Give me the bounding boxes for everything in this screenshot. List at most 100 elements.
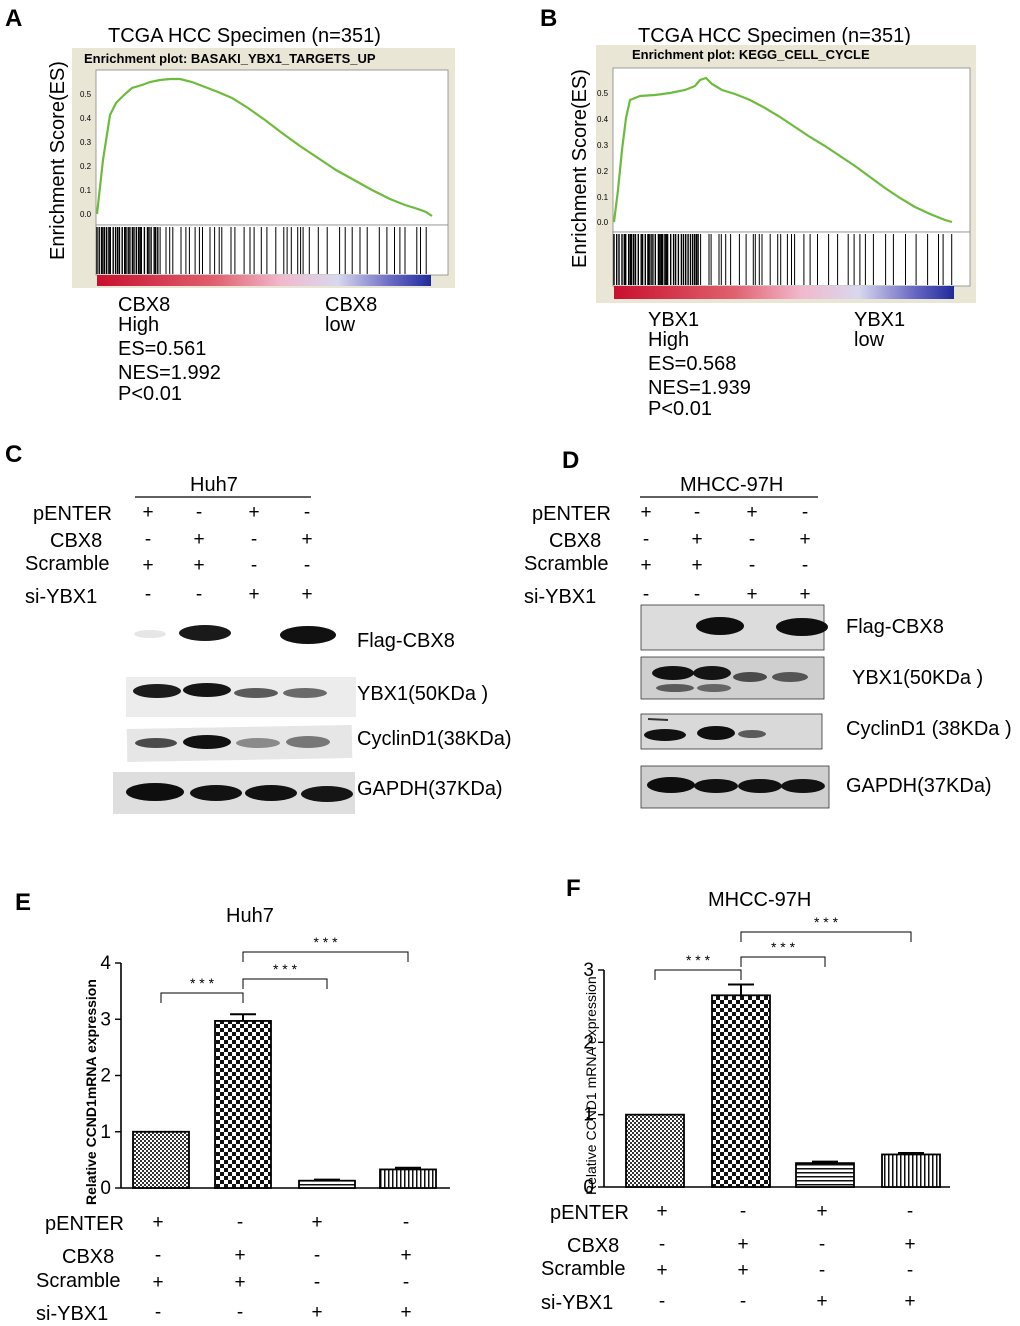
- condition-label: si-YBX1: [541, 1292, 613, 1314]
- condition-sign: -: [304, 502, 310, 523]
- condition-sign: +: [311, 1302, 322, 1323]
- es-tick: 0.1: [597, 193, 609, 202]
- condition-label: pENTER: [532, 503, 611, 525]
- significance-stars: * * *: [814, 914, 839, 930]
- condition-sign: -: [237, 1302, 243, 1323]
- condition-sign: +: [152, 1212, 163, 1233]
- condition-sign: -: [740, 1291, 746, 1312]
- gsea-title: TCGA HCC Specimen (n=351): [108, 25, 381, 47]
- blot-band: [647, 718, 669, 721]
- y-tick-label: 3: [100, 1009, 111, 1030]
- bar: [132, 1130, 190, 1189]
- high-group-level: High: [648, 329, 689, 351]
- blot-band: [647, 777, 695, 793]
- significance-bracket: [654, 969, 742, 980]
- bar: [881, 1153, 941, 1188]
- bar-chart-e: Huh7 Relative CCND1mRNA expression 0 1 2 3 4…: [36, 905, 450, 1325]
- low-group-level: low: [854, 329, 885, 351]
- blot-band: [190, 785, 242, 801]
- bar: [379, 1168, 437, 1189]
- panel-label-f: F: [566, 875, 581, 902]
- chart-title: Huh7: [226, 905, 274, 927]
- condition-sign: +: [799, 529, 810, 550]
- es-tick: 0.5: [597, 89, 609, 98]
- bar: [625, 1113, 685, 1188]
- condition-sign: +: [746, 584, 757, 605]
- blot-band: [656, 684, 694, 692]
- band-label: GAPDH(37KDa): [357, 778, 503, 800]
- condition-sign: +: [746, 502, 757, 523]
- condition-sign: -: [694, 502, 700, 523]
- low-group-level: low: [325, 314, 356, 336]
- condition-sign: -: [314, 1245, 320, 1266]
- gene-hit-ticks: [96, 227, 427, 274]
- condition-label: Scramble: [36, 1270, 120, 1292]
- panel-label-e: E: [15, 889, 31, 916]
- condition-label: pENTER: [33, 503, 112, 525]
- y-tick-label: 0: [583, 1177, 594, 1198]
- condition-sign: -: [659, 1291, 665, 1312]
- gsea-plot-title: Enrichment plot: BASAKI_YBX1_TARGETS_UP: [84, 51, 376, 66]
- bar: [214, 1020, 272, 1189]
- condition-signs: + - + - - + - + + + - - - - + +: [152, 1212, 411, 1323]
- western-panel-d: MHCC-97H pENTER CBX8 Scramble si-YBX1 + -…: [524, 474, 1012, 809]
- condition-sign: +: [400, 1302, 411, 1323]
- gsea-panel-b: TCGA HCC Specimen (n=351) Enrichment plo…: [569, 25, 976, 420]
- condition-label: pENTER: [45, 1213, 124, 1235]
- bar-chart-f: MHCC-97H Relative CCND1 mRNA expression …: [541, 889, 950, 1314]
- y-tick-label: 4: [100, 953, 111, 974]
- es-tick: 0.4: [80, 114, 92, 123]
- panel-label-c: C: [5, 441, 22, 468]
- condition-label: CBX8: [50, 530, 102, 552]
- blot-band: [644, 729, 686, 741]
- western-panel-c: Huh7 pENTER CBX8 Scramble si-YBX1 + - + -- +…: [25, 474, 512, 814]
- blot-band: [781, 779, 825, 793]
- cell-line-label: MHCC-97H: [680, 474, 783, 496]
- es-curve: [95, 77, 433, 217]
- band-label: GAPDH(37KDa): [846, 775, 992, 797]
- blot-band: [134, 630, 166, 638]
- blot-band: [733, 672, 767, 682]
- significance-stars: * * *: [273, 961, 298, 977]
- nes-value: NES=1.992: [118, 362, 221, 384]
- condition-sign: -: [819, 1234, 825, 1255]
- condition-sign: -: [749, 529, 755, 550]
- blot-band: [234, 688, 278, 698]
- blot-band: [245, 785, 297, 801]
- gsea-title: TCGA HCC Specimen (n=351): [638, 25, 911, 47]
- condition-sign: +: [193, 529, 204, 550]
- y-tick-label: 2: [100, 1066, 111, 1087]
- significance-stars: * * *: [686, 952, 711, 968]
- condition-sign: -: [403, 1212, 409, 1233]
- condition-sign: -: [907, 1260, 913, 1281]
- condition-sign: +: [142, 502, 153, 523]
- significance-bracket: [160, 992, 244, 1003]
- condition-label: Scramble: [541, 1258, 625, 1280]
- es-tick: 0.0: [80, 210, 92, 219]
- condition-sign: +: [799, 584, 810, 605]
- condition-sign: +: [737, 1234, 748, 1255]
- condition-sign: +: [656, 1260, 667, 1281]
- blot-band: [693, 666, 731, 680]
- blot-band: [283, 688, 327, 698]
- condition-sign: -: [659, 1234, 665, 1255]
- blot-band: [183, 683, 231, 697]
- es-tick: 0.5: [80, 90, 92, 99]
- condition-label: CBX8: [62, 1246, 114, 1268]
- blot-band: [694, 779, 738, 793]
- condition-sign: -: [196, 502, 202, 523]
- condition-sign: +: [248, 502, 259, 523]
- blot-band: [696, 617, 744, 635]
- es-y-label: Enrichment Score(ES): [47, 61, 69, 260]
- es-tick: 0.3: [80, 138, 92, 147]
- blot-band: [280, 626, 336, 644]
- condition-sign: -: [403, 1272, 409, 1293]
- blot-band: [133, 684, 181, 698]
- condition-sign: +: [248, 584, 259, 605]
- y-tick-label: 3: [583, 960, 594, 981]
- ranked-list-gradient: [614, 286, 954, 299]
- condition-label: pENTER: [550, 1202, 629, 1224]
- condition-sign: -: [740, 1201, 746, 1222]
- condition-label: Scramble: [524, 553, 608, 575]
